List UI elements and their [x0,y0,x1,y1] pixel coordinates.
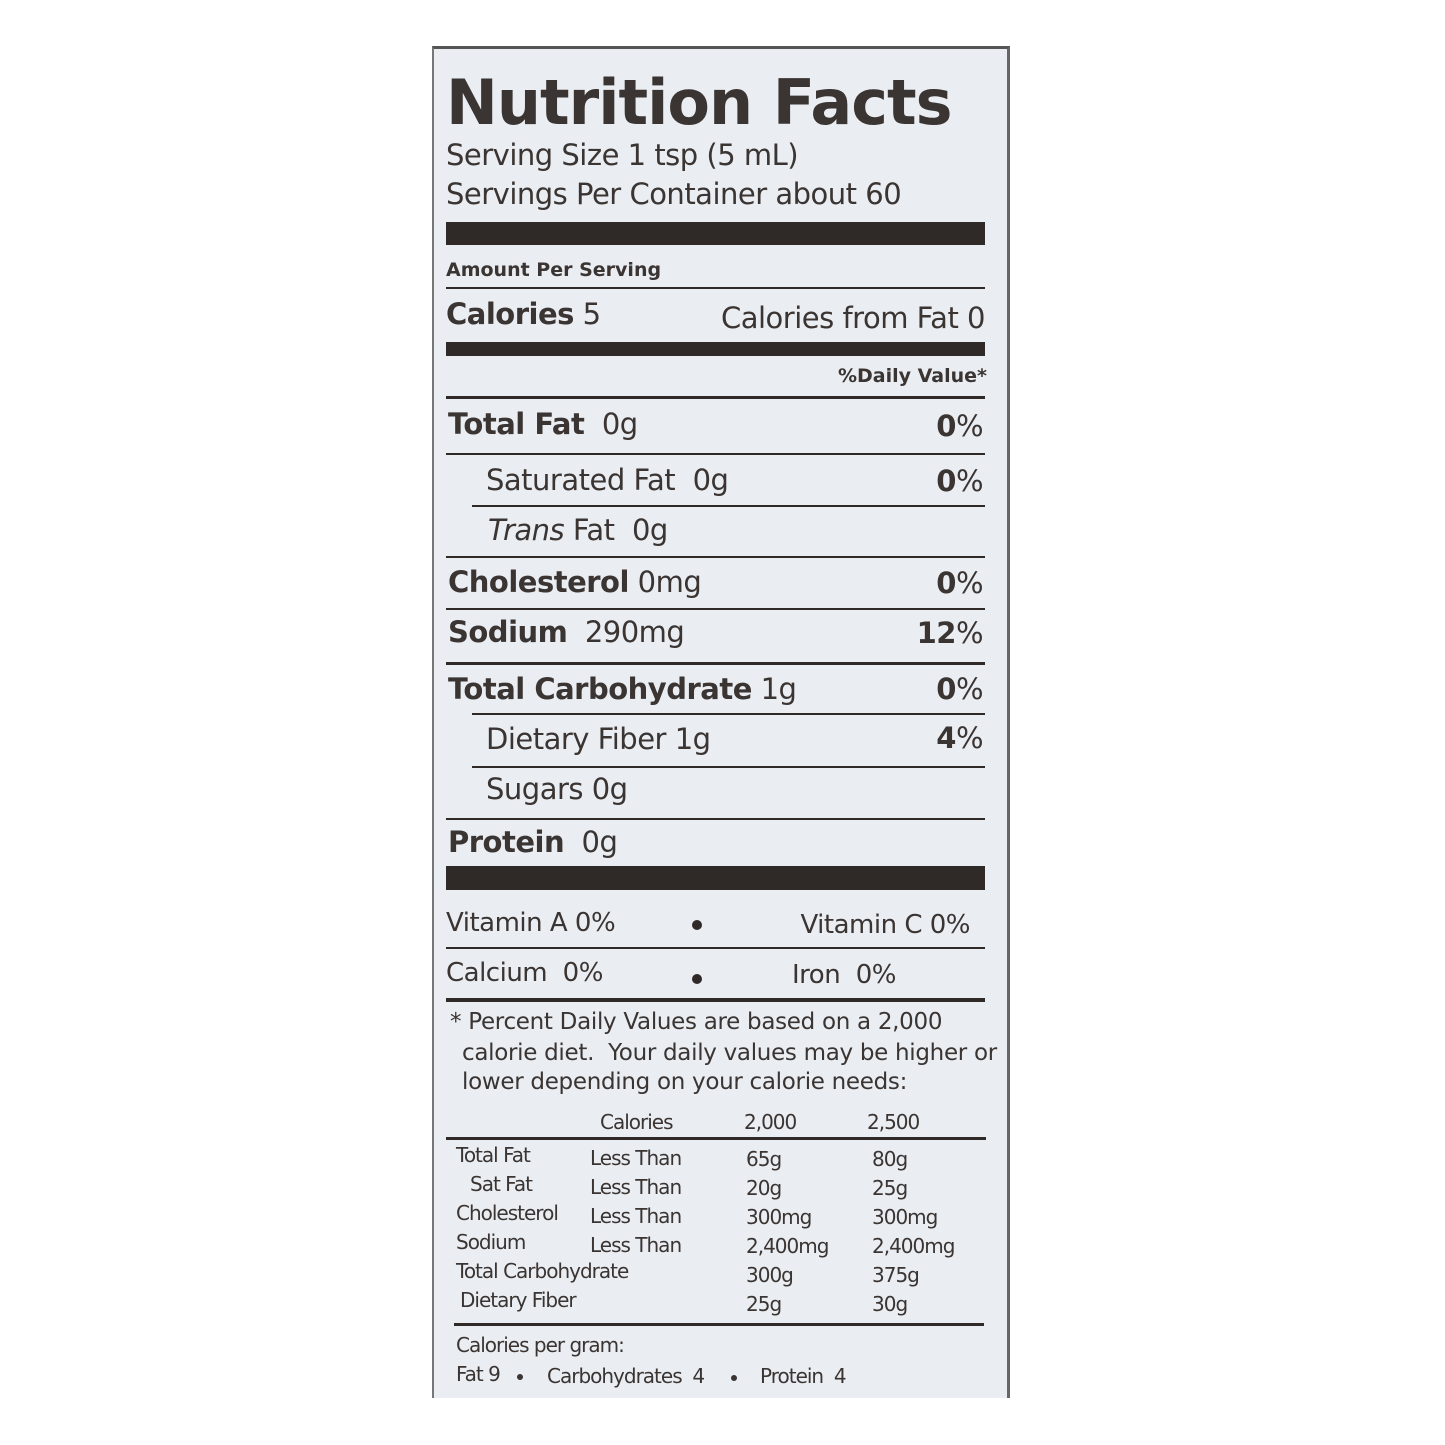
dv-table-cell: Cholesterol [456,1201,559,1225]
daily-value-header: %Daily Value* [837,365,987,387]
calcium: Calcium 0% [446,958,603,988]
footnote-line: calorie diet. Your daily values may be h… [462,1040,997,1066]
dv-table-cell: Dietary Fiber [460,1288,577,1312]
divider [446,608,985,610]
dv-table-cell: 25g [746,1292,782,1316]
dv-table-cell: 25g [872,1176,908,1200]
servings-per-container: Servings Per Container about 60 [446,177,902,211]
calories-from-fat: Calories from Fat 0 [720,301,986,335]
nutrient-protein: Protein 0g [448,825,618,859]
dv-table-cell: 300mg [746,1205,812,1229]
divider [446,947,985,949]
divider [446,453,985,455]
dv-table-cell: 375g [872,1263,920,1287]
dv-saturated-fat: 0% [936,464,983,498]
divider [472,713,985,715]
dv-table-cell: 65g [746,1147,782,1171]
dv-sodium: 12% [916,616,984,650]
dv-table-cell: 300mg [872,1205,938,1229]
divider [446,1137,986,1140]
iron: Iron 0% [792,960,896,990]
divider [446,287,985,289]
dv-table-cell: 2,400mg [746,1234,829,1258]
dv-table-cell: Less Than [590,1233,682,1257]
nutrient-total-fat: Total Fat 0g [448,407,638,441]
calories-label: Calories [446,297,574,331]
footnote-line: lower depending on your calorie needs: [462,1069,908,1095]
nutrient-total-carbohydrate: Total Carbohydrate 1g [448,672,797,706]
title: Nutrition Facts [446,66,953,139]
vitamin-c: Vitamin C 0% [800,910,970,940]
amount-per-serving: Amount Per Serving [446,259,662,281]
dv-table-cell: 300g [746,1263,794,1287]
divider [446,396,985,399]
divider [472,505,985,507]
divider [446,998,985,1002]
dv-table-cell: 20g [746,1176,782,1200]
nutrient-cholesterol: Cholesterol 0mg [448,565,702,599]
dv-table-cell: 2,400mg [872,1234,955,1258]
dv-table-cell: Sodium [456,1230,526,1254]
dv-dietary-fiber: 4% [936,721,983,755]
calories-value: 5 [582,297,601,331]
footnote-line: * Percent Daily Values are based on a 2,… [450,1009,943,1035]
dv-total-fat: 0% [936,409,983,443]
nutrient-trans-fat: Trans Fat 0g [488,513,668,547]
dv-table-cell: Total Fat [456,1143,531,1167]
divider [454,1323,984,1326]
dv-table-cell: Less Than [590,1146,682,1170]
cpg-carbohydrates: Carbohydrates 4 [547,1364,705,1388]
nutrition-facts-label [432,46,1010,1398]
dv-table-cell: 80g [872,1147,908,1171]
calories-row: Calories 5 [446,297,601,331]
nutrient-saturated-fat: Saturated Fat 0g [486,463,729,497]
cpg-protein: Protein 4 [760,1364,847,1388]
divider [446,556,985,558]
bullet-icon [692,920,702,930]
dv-table-cell: Less Than [590,1175,682,1199]
thick-divider [446,222,985,245]
nutrient-sodium: Sodium 290mg [448,615,685,649]
divider [472,766,985,768]
cpg-fat: Fat 9 [456,1362,501,1386]
dv-total-carbohydrate: 0% [936,672,983,706]
thick-divider [446,342,985,356]
serving-size: Serving Size 1 tsp (5 mL) [446,138,799,172]
nutrient-dietary-fiber: Dietary Fiber 1g [486,722,711,756]
divider [446,818,985,820]
vitamin-a: Vitamin A 0% [446,908,616,938]
bullet-icon [731,1375,737,1381]
dv-table-cell: Total Carbohydrate [456,1259,629,1283]
dv-table-header: 2,500 [867,1110,920,1134]
bullet-icon [517,1374,523,1380]
dv-table-cell: 30g [872,1292,908,1316]
dv-table-header: Calories [600,1110,674,1134]
dv-cholesterol: 0% [936,566,983,600]
dv-table-cell: Less Than [590,1204,682,1228]
bullet-icon [692,974,702,984]
dv-table-cell: Sat Fat [470,1172,533,1196]
nutrient-sugars: Sugars 0g [486,772,628,806]
divider [446,662,985,665]
dv-table-header: 2,000 [744,1110,797,1134]
thick-divider [446,866,985,890]
calories-per-gram-title: Calories per gram: [456,1333,625,1357]
